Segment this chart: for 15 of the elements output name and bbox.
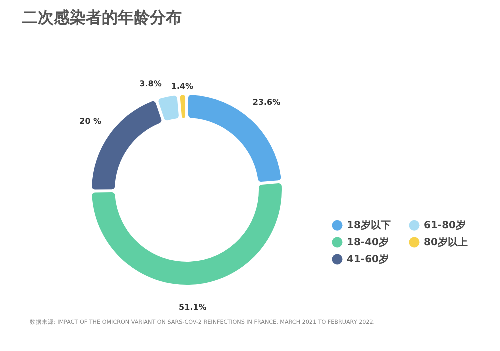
donut-slice bbox=[92, 184, 282, 285]
legend-label: 80岁以上 bbox=[424, 236, 468, 248]
data-label: 23.6% bbox=[252, 98, 281, 108]
chart-title: 二次感染者的年龄分布 bbox=[22, 8, 182, 27]
legend-label: 61-80岁 bbox=[424, 220, 466, 232]
legend-label: 18岁以下 bbox=[347, 220, 391, 232]
data-label: 1.4% bbox=[171, 82, 194, 92]
donut-slice bbox=[158, 96, 179, 121]
legend-label: 18-40岁 bbox=[347, 236, 389, 248]
donut-slice bbox=[92, 101, 162, 190]
data-label: 3.8% bbox=[140, 79, 162, 88]
donut-slice bbox=[188, 95, 282, 182]
legend-label: 41-60岁 bbox=[347, 254, 389, 266]
data-label: 20 % bbox=[80, 116, 102, 126]
data-label: 51.1% bbox=[179, 302, 207, 312]
